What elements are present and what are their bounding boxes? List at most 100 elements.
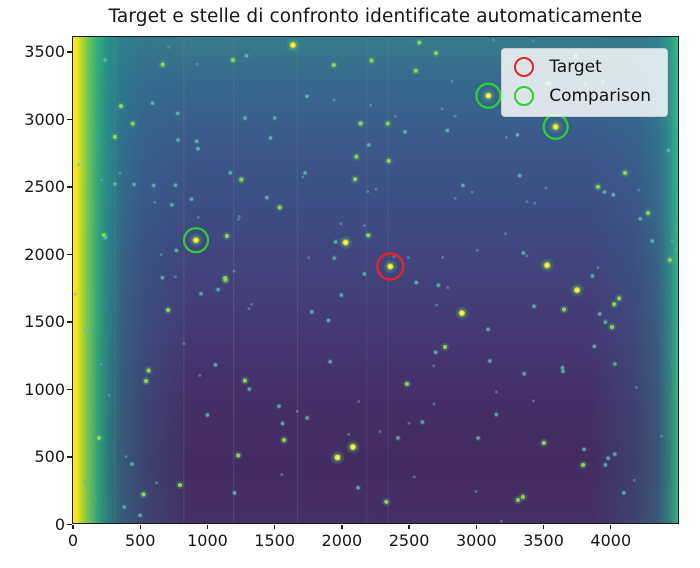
- field-star: [155, 481, 159, 485]
- y-tick-mark-500: [67, 456, 72, 458]
- defect-column: [366, 37, 368, 523]
- field-star: [504, 135, 508, 139]
- field-star: [99, 362, 103, 366]
- field-star: [453, 114, 457, 118]
- legend: Target Comparison: [501, 48, 668, 117]
- field-star: [236, 217, 240, 221]
- x-tick-label-2000: 2000: [321, 531, 363, 550]
- field-star: [195, 62, 199, 66]
- field-star: [362, 224, 366, 228]
- y-tick-label-500: 500: [34, 447, 65, 466]
- field-star: [475, 248, 479, 252]
- plot-title: Target e stelle di confronto identificat…: [108, 6, 643, 27]
- field-star: [525, 200, 529, 204]
- defect-column: [296, 37, 299, 523]
- field-star: [441, 255, 445, 259]
- field-star: [182, 342, 186, 346]
- field-star: [153, 200, 157, 204]
- field-star: [295, 409, 299, 413]
- y-tick-label-0: 0: [54, 514, 65, 534]
- field-star: [637, 188, 641, 192]
- field-star: [124, 455, 128, 459]
- field-star: [453, 196, 457, 200]
- field-star: [446, 286, 450, 290]
- field-star: [107, 393, 111, 397]
- field-star: [198, 373, 202, 377]
- field-star: [406, 256, 410, 260]
- field-star: [531, 39, 535, 43]
- field-star: [392, 255, 396, 259]
- x-tick-label-4000: 4000: [590, 531, 632, 550]
- comparison-star-circle: [182, 227, 210, 254]
- x-tick-mark-2000: [341, 524, 343, 529]
- field-star: [673, 247, 677, 251]
- field-star: [500, 519, 504, 523]
- y-tick-mark-3000: [67, 118, 72, 121]
- field-star: [173, 275, 177, 279]
- field-star: [280, 473, 284, 477]
- field-star: [407, 421, 411, 425]
- field-star: [378, 429, 382, 433]
- x-tick-label-3500: 3500: [523, 531, 564, 550]
- x-tick-label-1000: 1000: [187, 531, 228, 550]
- field-star: [332, 98, 336, 102]
- field-star: [432, 402, 436, 406]
- x-tick-mark-3000: [475, 524, 478, 529]
- field-star: [432, 364, 436, 368]
- field-star: [492, 38, 496, 42]
- field-star: [374, 187, 378, 191]
- field-star: [237, 214, 241, 218]
- field-star: [393, 114, 397, 118]
- defect-column: [183, 37, 185, 523]
- x-tick-mark-1500: [273, 524, 276, 529]
- field-star: [118, 171, 122, 175]
- plot-area: Target Comparison: [72, 36, 679, 524]
- comparison-marker-icon: [514, 86, 535, 106]
- y-tick-label-3500: 3500: [24, 42, 65, 61]
- field-star: [307, 256, 311, 260]
- target-star-circle: [376, 252, 405, 281]
- field-star: [596, 266, 600, 270]
- field-star: [167, 45, 171, 49]
- x-tick-label-2500: 2500: [388, 531, 430, 550]
- target-marker-icon: [514, 57, 535, 77]
- field-star: [339, 222, 343, 226]
- field-star: [470, 190, 474, 194]
- field-star: [159, 253, 163, 257]
- image-clip: [73, 37, 678, 523]
- y-tick-mark-1000: [67, 388, 72, 391]
- y-tick-mark-2000: [67, 253, 72, 256]
- field-star: [495, 390, 499, 394]
- field-star: [77, 163, 81, 167]
- field-star: [670, 239, 674, 243]
- field-star: [347, 432, 351, 436]
- x-tick-mark-1000: [206, 524, 209, 529]
- field-star: [634, 385, 638, 389]
- field-star: [196, 215, 200, 219]
- y-tick-label-1000: 1000: [24, 379, 65, 399]
- x-tick-mark-500: [139, 524, 141, 529]
- field-star: [73, 292, 77, 296]
- y-tick-mark-1500: [67, 321, 72, 323]
- y-tick-mark-0: [67, 523, 72, 526]
- y-tick-label-3000: 3000: [24, 109, 65, 129]
- field-star: [544, 186, 548, 190]
- x-tick-label-3000: 3000: [455, 531, 497, 550]
- x-tick-label-0: 0: [67, 531, 79, 550]
- field-star: [94, 496, 98, 500]
- legend-label-target: Target: [549, 57, 602, 77]
- y-tick-label-1500: 1500: [24, 312, 65, 331]
- x-tick-label-1500: 1500: [254, 531, 296, 550]
- field-star: [89, 414, 93, 418]
- field-star: [232, 269, 236, 273]
- y-tick-label-2500: 2500: [24, 177, 65, 196]
- x-tick-mark-2500: [408, 524, 410, 529]
- star-overlay: [73, 37, 677, 523]
- field-star: [100, 178, 104, 182]
- field-star: [247, 307, 251, 311]
- y-tick-mark-2500: [67, 186, 72, 188]
- comparison-star-circle: [475, 82, 502, 109]
- field-star: [525, 254, 529, 258]
- y-tick-mark-3500: [67, 51, 72, 53]
